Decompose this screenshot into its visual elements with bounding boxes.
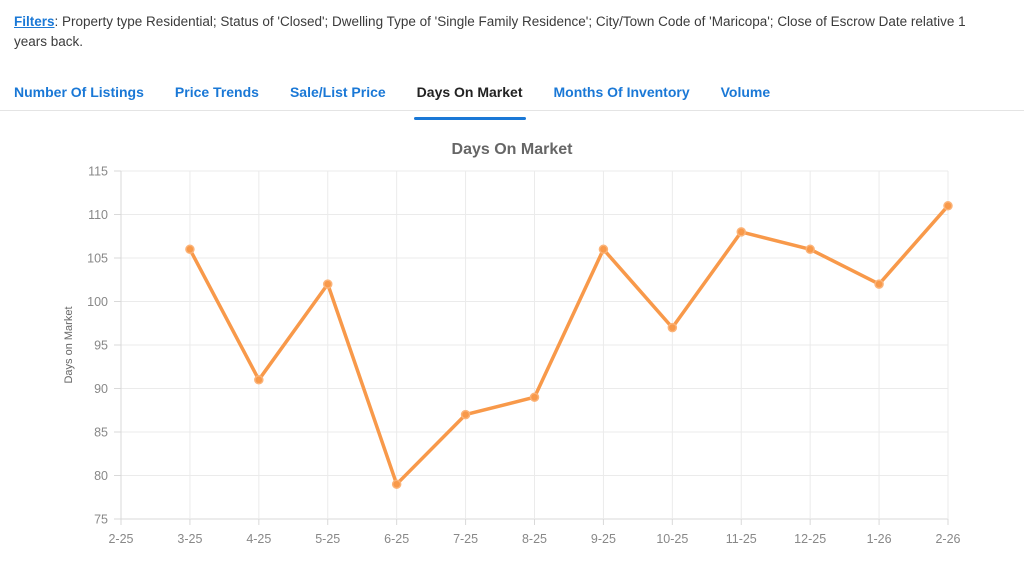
svg-text:95: 95	[94, 339, 108, 353]
svg-text:80: 80	[94, 469, 108, 483]
tab-days-on-market[interactable]: Days On Market	[413, 83, 526, 120]
svg-text:10-25: 10-25	[656, 532, 688, 546]
tab-volume[interactable]: Volume	[720, 84, 771, 100]
svg-text:85: 85	[94, 426, 108, 440]
svg-text:2-25: 2-25	[108, 532, 133, 546]
svg-text:4-25: 4-25	[246, 532, 271, 546]
tab-bar: Number Of Listings Price Trends Sale/List …	[0, 83, 1024, 120]
filters-link[interactable]: Filters	[14, 14, 55, 29]
chart-canvas[interactable]: 75 80 85 90 95 100 105 110 115 2-25 3-25 4-25 5-25 6-…	[0, 165, 1024, 565]
svg-text:8-25: 8-25	[522, 532, 547, 546]
tab-months-of-inventory[interactable]: Months Of Inventory	[553, 84, 690, 100]
svg-text:90: 90	[94, 382, 108, 396]
svg-text:9-25: 9-25	[591, 532, 616, 546]
tab-sale-list-price[interactable]: Sale/List Price	[289, 84, 386, 100]
svg-text:11-25: 11-25	[726, 532, 757, 546]
svg-text:75: 75	[94, 513, 108, 527]
svg-text:7-25: 7-25	[453, 532, 478, 546]
svg-text:105: 105	[87, 252, 108, 266]
tab-number-of-listings[interactable]: Number Of Listings	[14, 84, 144, 100]
filters-line: Filters: Property type Residential; Stat…	[14, 12, 982, 53]
svg-text:110: 110	[88, 208, 108, 222]
svg-text:5-25: 5-25	[315, 532, 340, 546]
tab-price-trends[interactable]: Price Trends	[174, 84, 259, 100]
chart-title: Days On Market	[451, 141, 573, 158]
svg-text:3-25: 3-25	[177, 532, 202, 546]
svg-text:2-26: 2-26	[935, 532, 960, 546]
svg-text:Days on Market: Days on Market	[63, 306, 75, 383]
svg-text:100: 100	[87, 295, 108, 309]
svg-text:6-25: 6-25	[384, 532, 409, 546]
svg-text:1-26: 1-26	[867, 532, 892, 546]
svg-text:12-25: 12-25	[794, 532, 826, 546]
filters-description: : Property type Residential; Status of '…	[14, 14, 966, 50]
svg-text:115: 115	[88, 165, 108, 179]
